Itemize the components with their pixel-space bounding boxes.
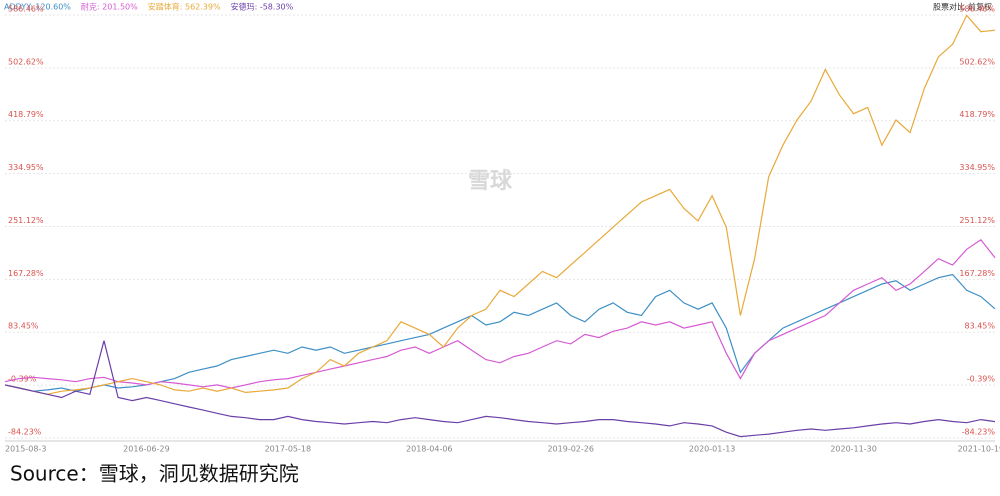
y-tick-label: -84.23% [8, 428, 42, 437]
compare-button[interactable]: 股票对比 [933, 2, 965, 12]
y-tick-label: 586.46% [8, 5, 44, 14]
y-tick-label-right: 334.95% [959, 163, 995, 172]
legend-entry: ADDYY: 120.60% [4, 3, 71, 12]
y-tick-label-right: 167.28% [959, 269, 995, 278]
y-tick-label: 334.95% [8, 163, 44, 172]
watermark: 雪球 [468, 169, 513, 194]
y-tick-label-right: -84.23% [962, 428, 996, 437]
x-tick-label: 2015-08-3 [5, 445, 46, 454]
y-tick-label: 251.12% [8, 216, 44, 225]
y-tick-label: 502.62% [8, 57, 44, 66]
legend: ADDYY: 120.60% 耐克: 201.50% 安踏体育: 562.39% 安德… [4, 2, 294, 12]
y-tick-label-right: -0.39% [967, 375, 996, 384]
series-line [4, 273, 996, 392]
legend-entry: 安德玛: -58.30% [231, 2, 294, 12]
y-tick-label-right: 502.62% [959, 57, 995, 66]
series-line [4, 14, 996, 395]
y-tick-label-right: 418.79% [959, 110, 995, 119]
x-tick-label: 2020-01-13 [689, 445, 736, 454]
x-tick-label: 2017-05-18 [265, 445, 312, 454]
y-tick-label: 83.45% [8, 322, 39, 331]
x-tick-label: 2019-02-26 [547, 445, 594, 454]
series-line [4, 340, 996, 438]
legend-entry: 耐克: 201.50% [81, 2, 138, 12]
y-tick-label: 418.79% [8, 110, 44, 119]
x-tick-label: 2018-04-06 [406, 445, 453, 454]
y-tick-label-right: 251.12% [959, 216, 995, 225]
y-tick-label-right: 83.45% [964, 322, 995, 331]
y-tick-label: -0.39% [8, 375, 37, 384]
x-tick-label: 2021-10-19 [958, 445, 1000, 454]
source: Source：雪球，洞见数据研究院 [10, 462, 299, 486]
series-line [4, 238, 996, 389]
y-tick-label-right: 586.46% [959, 5, 995, 14]
legend-entry: 安踏体育: 562.39% [148, 2, 221, 12]
y-tick-label: 167.28% [8, 269, 44, 278]
x-tick-label: 2016-06-29 [123, 445, 170, 454]
adjust-button[interactable]: 前复权 [968, 2, 992, 12]
x-tick-label: 2020-11-30 [830, 445, 877, 454]
